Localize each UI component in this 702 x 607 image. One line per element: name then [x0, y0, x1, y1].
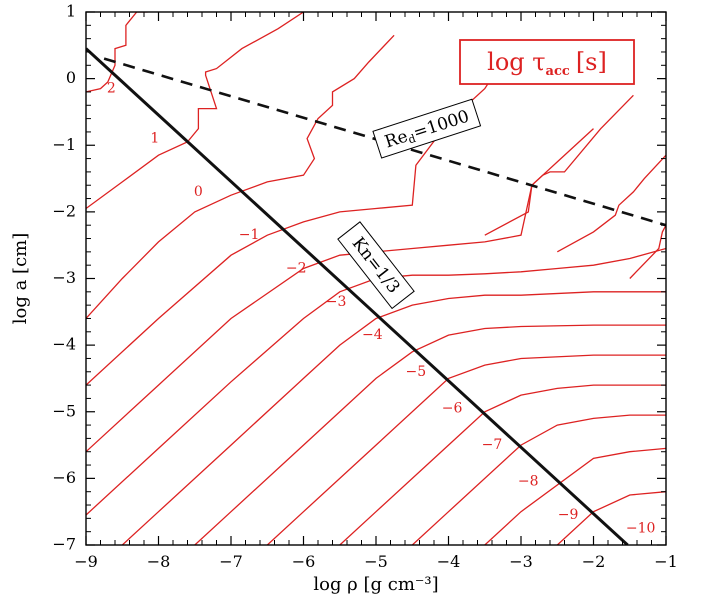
re-annotation: Red=1000 — [372, 98, 482, 159]
series-contour-2 — [86, 12, 148, 93]
legend-subscript: acc — [546, 64, 570, 79]
x-tick-label: −6 — [292, 552, 316, 571]
legend-box — [459, 39, 635, 85]
series-contour-0 — [86, 34, 395, 319]
contour-label-6: −6 — [442, 400, 463, 416]
contour-label-7: −7 — [482, 437, 503, 453]
series-contour-top-edge — [629, 224, 666, 279]
contour-label-5: −5 — [406, 364, 427, 380]
series-contour-upper-a — [484, 94, 634, 236]
x-tick-label: −1 — [654, 552, 678, 571]
kn-annotation-box — [337, 221, 415, 310]
y-tick-label: −6 — [52, 468, 76, 487]
series-contour-5 — [194, 324, 666, 545]
series-contour-9 — [484, 447, 666, 545]
series-contour-6 — [266, 354, 666, 545]
series-contour-1 — [86, 12, 304, 210]
reference-lines-layer — [86, 47, 666, 545]
y-axis-label: log a [cm] — [10, 233, 31, 325]
contour-label-0: 0 — [194, 184, 203, 200]
re-line — [103, 57, 666, 227]
y-tick-label: −5 — [52, 401, 76, 420]
kn-line — [86, 47, 629, 545]
y-tick-label: −1 — [52, 135, 76, 154]
x-tick-label: −7 — [219, 552, 243, 571]
legend-main: log τ — [487, 48, 545, 76]
x-tick-label: −3 — [509, 552, 533, 571]
y-tick-label: −2 — [52, 201, 76, 220]
contour-label-8: −8 — [518, 474, 539, 490]
x-tick-label: −8 — [147, 552, 171, 571]
contour-label-2: 2 — [107, 81, 116, 97]
contour-labels-layer: 2 1 0 −1 −2 −3 −4 −5 −6 −7 −8 −9 −10 — [107, 81, 655, 537]
x-axis-label: log ρ [g cm⁻³] — [313, 574, 438, 595]
contour-label-10: −10 — [626, 520, 656, 536]
re-annotation-sub: d — [407, 132, 418, 147]
legend-text: log τacc [s] — [487, 48, 607, 79]
y-tick-label: −7 — [52, 535, 76, 554]
contour-label-1: −1 — [239, 227, 260, 243]
series-contour-2 — [86, 128, 594, 453]
series-contour-3 — [86, 247, 666, 516]
y-tick-label: −3 — [52, 268, 76, 287]
series-contour-8 — [411, 414, 666, 545]
series-contour-10 — [556, 491, 666, 545]
contour-label-3: −3 — [326, 294, 347, 310]
contour-label-1: 1 — [150, 131, 159, 147]
x-tick-label: −5 — [364, 552, 388, 571]
contour-label-4: −4 — [362, 327, 383, 343]
legend-unit: [s] — [576, 48, 607, 76]
series-contour-upper-b — [556, 154, 666, 253]
x-tick-label: −2 — [582, 552, 606, 571]
contour-label-9: −9 — [558, 507, 579, 523]
annotations-layer: Kn=1/3 Red=1000 — [337, 98, 482, 310]
series-contour-4 — [121, 291, 666, 545]
kn-annotation: Kn=1/3 — [337, 221, 415, 310]
re-annotation-box — [372, 98, 482, 159]
x-tick-label: −4 — [437, 552, 461, 571]
contour-label-2: −2 — [286, 261, 307, 277]
y-tick-label: 0 — [66, 68, 76, 87]
y-tick-label: −4 — [52, 335, 76, 354]
y-tick-label: 1 — [66, 2, 76, 21]
contours-layer — [86, 12, 666, 545]
series-contour-7 — [339, 384, 666, 545]
x-tick-label: −9 — [74, 552, 98, 571]
legend-layer: log τacc [s] — [459, 39, 635, 85]
